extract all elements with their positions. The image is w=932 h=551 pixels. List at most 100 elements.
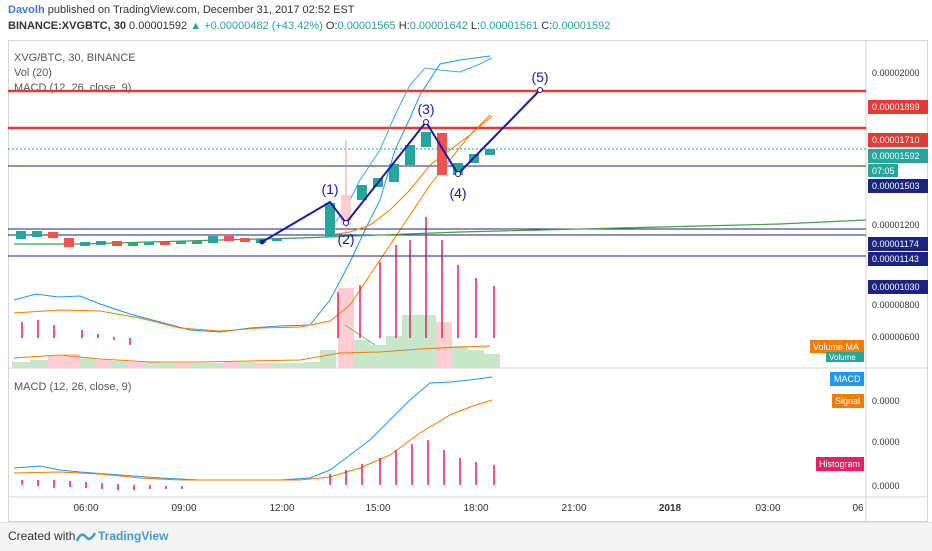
price-badge bbox=[868, 164, 898, 177]
volume-bar bbox=[176, 363, 192, 368]
macd-badge-label: MACD bbox=[834, 374, 861, 384]
volume-bar bbox=[320, 350, 336, 368]
price-change: ▲ +0.00000482 (+43.42%) bbox=[190, 20, 323, 32]
price-ema-line bbox=[329, 115, 493, 236]
price-badge bbox=[868, 149, 928, 163]
volume-bar bbox=[370, 345, 386, 368]
open-value: 0.00001565 bbox=[337, 20, 396, 32]
legend-macd-pane: MACD (12, 26, close, 9) bbox=[14, 381, 131, 393]
macd-badge bbox=[830, 372, 864, 386]
volume-bar bbox=[386, 336, 402, 368]
candle bbox=[341, 195, 351, 225]
volume-bar bbox=[468, 350, 484, 368]
candle bbox=[128, 243, 138, 246]
histogram-badge-label: Histogram bbox=[819, 459, 860, 469]
wave-point bbox=[343, 220, 349, 226]
price-badge bbox=[868, 252, 928, 266]
candle bbox=[112, 241, 122, 246]
symbol-label: BINANCE:XVGBTC, 30 bbox=[8, 20, 126, 32]
candles bbox=[16, 132, 495, 247]
candle bbox=[325, 203, 335, 237]
volume-bar bbox=[160, 363, 176, 368]
open-label: O: bbox=[325, 20, 338, 32]
publish-header: Davolh published on TradingView.com, Dec… bbox=[8, 4, 355, 16]
volume-bar bbox=[436, 322, 452, 368]
price-badge bbox=[868, 133, 928, 147]
signal-badge-label: Signal bbox=[835, 396, 860, 406]
candle bbox=[224, 236, 234, 241]
footer-brand[interactable]: TradingView bbox=[98, 529, 169, 543]
volume-bar bbox=[484, 354, 500, 368]
price-tick: 0.00002000 bbox=[872, 68, 920, 78]
signal-overlay-line bbox=[13, 114, 491, 332]
volume-bar bbox=[240, 362, 256, 368]
price-badge-label: 0.00001143 bbox=[872, 254, 919, 264]
volume-bar bbox=[48, 356, 64, 368]
time-tick: 18:00 bbox=[463, 503, 488, 514]
published-text: published on TradingView.com, December 3… bbox=[47, 4, 355, 16]
volume-bar bbox=[338, 288, 354, 368]
wave-label-4: (4) bbox=[449, 185, 466, 201]
candle bbox=[421, 132, 431, 147]
signal-badge bbox=[832, 394, 864, 408]
candle bbox=[357, 185, 367, 200]
candle bbox=[64, 238, 74, 247]
volume-bar bbox=[224, 362, 240, 368]
price-tick: 0.00001200 bbox=[872, 220, 920, 230]
candle bbox=[389, 164, 399, 182]
time-tick: 2018 bbox=[659, 503, 682, 514]
time-tick: 09:00 bbox=[171, 503, 196, 514]
wave-point bbox=[423, 119, 429, 125]
volume-bar bbox=[96, 360, 112, 368]
close-label: C: bbox=[541, 20, 553, 32]
price-badge bbox=[868, 237, 928, 251]
price-badge bbox=[868, 100, 928, 114]
time-tick: 12:00 bbox=[269, 503, 294, 514]
low-label: L: bbox=[470, 20, 481, 32]
macd-tick: 0.0000 bbox=[872, 481, 900, 491]
volume-bars bbox=[12, 288, 500, 368]
wave-label-5: (5) bbox=[531, 69, 548, 85]
wave-label-1: (1) bbox=[321, 181, 338, 197]
volume-bar bbox=[128, 362, 144, 368]
histogram-badge bbox=[816, 457, 864, 471]
macd-axis: 0.0000 0.0000 0.0000 bbox=[872, 396, 900, 491]
candle bbox=[240, 238, 250, 242]
candle bbox=[48, 232, 58, 238]
volume-bar bbox=[12, 362, 30, 368]
author-link[interactable]: Davolh bbox=[8, 4, 45, 16]
candle bbox=[437, 133, 447, 175]
tradingview-logo-icon[interactable] bbox=[76, 528, 96, 544]
chart-canvas[interactable]: XVG/BTC, 30, BINANCE Vol (20) MACD (12, … bbox=[0, 0, 932, 522]
price-badge-label: 07:05 bbox=[872, 166, 895, 176]
volume-bar bbox=[288, 363, 304, 368]
time-tick: 15:00 bbox=[365, 503, 390, 514]
volume-bar bbox=[304, 362, 320, 368]
close-value: 0.00001592 bbox=[552, 20, 611, 32]
volume-ma-line bbox=[13, 345, 491, 363]
price-badge bbox=[868, 280, 928, 294]
volume-bar bbox=[30, 360, 48, 368]
moving-average-line bbox=[14, 219, 867, 245]
price-badge-label: 0.00001899 bbox=[872, 102, 920, 112]
time-axis: 06:00 09:00 12:00 15:00 18:00 21:00 2018… bbox=[73, 503, 864, 514]
time-tick: 06 bbox=[852, 503, 864, 514]
legend-volume: Vol (20) bbox=[14, 67, 52, 79]
volume-bar bbox=[256, 363, 272, 368]
candle bbox=[32, 231, 42, 237]
time-tick: 03:00 bbox=[755, 503, 780, 514]
wave-point bbox=[455, 171, 461, 177]
volume-bar bbox=[192, 363, 208, 368]
time-tick: 21:00 bbox=[561, 503, 586, 514]
candle bbox=[144, 242, 154, 245]
candle bbox=[485, 149, 495, 155]
footer-created: Created with bbox=[8, 529, 76, 543]
candle bbox=[453, 163, 463, 175]
candle bbox=[405, 145, 415, 165]
elliott-wave-path[interactable] bbox=[261, 89, 541, 243]
candle bbox=[208, 236, 218, 243]
volume-bar bbox=[354, 340, 370, 368]
volume-bar bbox=[64, 354, 80, 368]
macd-overlay-line bbox=[13, 55, 491, 333]
volume-badge-label: Volume bbox=[829, 353, 856, 362]
